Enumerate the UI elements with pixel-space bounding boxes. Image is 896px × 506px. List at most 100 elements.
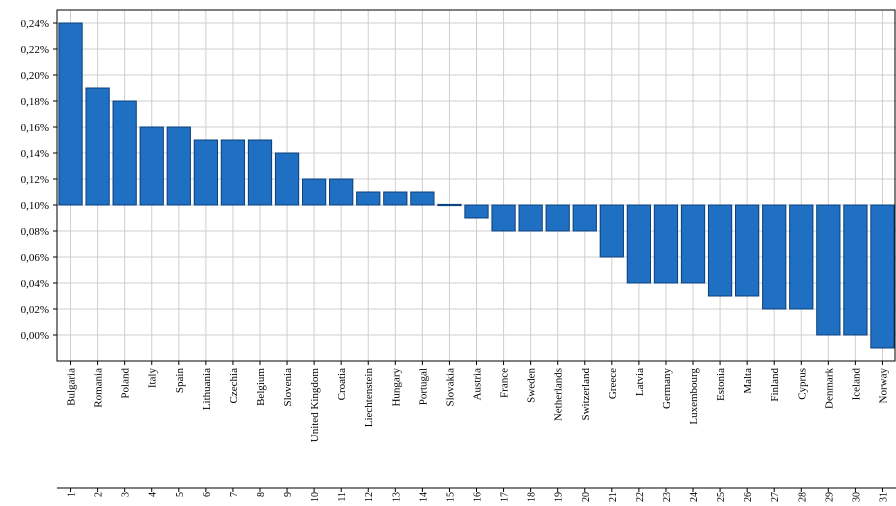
- x-category-label: Italy: [147, 368, 159, 389]
- x-number-label: 28: [797, 492, 808, 502]
- bar-italy: [139, 126, 164, 206]
- x-number-label: 22: [635, 492, 646, 502]
- x-number-label: 19: [554, 492, 565, 502]
- x-category-label: Czechia: [228, 368, 240, 404]
- x-number-label: 23: [662, 492, 673, 502]
- x-number-label: 31: [878, 492, 889, 502]
- x-category-label: Latvia: [634, 368, 646, 396]
- bar-czechia: [220, 139, 246, 206]
- bar-luxembourg: [680, 204, 706, 284]
- x-number-labels: 1 2 3 4 5 6 7 8 9 10 11 12 13 14 15 16 17 18 19 20 21 22 23 24 2…: [67, 492, 890, 502]
- bar-denmark: [816, 204, 841, 336]
- x-category-label: Croatia: [336, 368, 348, 400]
- x-number-label: 5: [175, 492, 186, 497]
- x-number-label: 21: [608, 492, 619, 502]
- bar-germany: [653, 204, 679, 284]
- x-category-label: Portugal: [417, 368, 429, 405]
- x-number-label: 12: [364, 492, 375, 502]
- y-tick-label: 0,24%: [21, 18, 49, 30]
- x-number-label: 24: [689, 492, 700, 502]
- bar-greece: [599, 204, 624, 258]
- y-tick-label: 0,18%: [21, 96, 49, 108]
- bar-bulgaria: [58, 22, 83, 206]
- x-number-label: 11: [337, 492, 348, 502]
- bar-sweden: [518, 204, 543, 232]
- plot-frame: [56, 9, 896, 362]
- bar-cyprus: [789, 204, 814, 310]
- y-tick-label: 0,16%: [21, 122, 49, 134]
- x-number-label: 7: [229, 492, 240, 497]
- x-number-label: 26: [743, 492, 754, 502]
- x-number-label: 3: [121, 492, 132, 497]
- bar-slovakia: [437, 203, 462, 207]
- x-category-label: Spain: [174, 368, 186, 394]
- x-category-label: Germany: [661, 368, 673, 409]
- x-category-label: United Kingdom: [309, 368, 321, 443]
- y-tick-label: 0,22%: [21, 44, 49, 56]
- x-category-label: Slovenia: [282, 368, 294, 407]
- x-number-label: 18: [527, 492, 538, 502]
- x-category-label: Romania: [93, 368, 105, 408]
- x-number-label: 14: [418, 492, 429, 502]
- x-category-label: Sweden: [526, 368, 538, 403]
- x-number-label: 4: [148, 492, 159, 497]
- bar-malta: [735, 204, 760, 297]
- x-number-label: 30: [851, 492, 862, 502]
- bar-united-kingdom: [301, 178, 327, 206]
- x-number-label: 29: [824, 492, 835, 502]
- axes: [53, 9, 896, 492]
- bar-slovenia: [274, 152, 300, 206]
- bar-poland: [112, 100, 137, 206]
- bar-portugal: [410, 191, 435, 206]
- x-number-label: 1: [67, 492, 78, 497]
- y-tick-label: 0,06%: [21, 252, 49, 264]
- x-category-label: Netherlands: [553, 368, 565, 421]
- x-category-label: Austria: [472, 368, 484, 401]
- x-category-label: Liechtenstein: [363, 368, 375, 428]
- x-category-label: Greece: [607, 368, 619, 399]
- x-number-label: 9: [283, 492, 294, 497]
- x-number-label: 17: [500, 492, 511, 502]
- x-category-labels: Bulgaria Romania Poland Italy Spain Lithuania…: [66, 368, 890, 443]
- y-tick-label: 0,10%: [21, 200, 49, 212]
- bar-netherlands: [545, 204, 570, 232]
- y-tick-label: 0,00%: [21, 330, 49, 342]
- x-category-label: Bulgaria: [66, 368, 78, 406]
- x-number-label: 8: [256, 492, 267, 497]
- y-tick-labels: 0,00% 0,02% 0,04% 0,06% 0,08% 0,10% 0,12% 0,14%…: [21, 18, 49, 342]
- x-category-label: Malta: [742, 368, 754, 394]
- bar-estonia: [707, 204, 733, 297]
- bar-croatia: [329, 178, 354, 206]
- bar-belgium: [247, 139, 273, 206]
- bar-switzerland: [572, 204, 597, 232]
- bars: [58, 22, 895, 349]
- x-number-label: 20: [581, 492, 592, 502]
- x-category-label: Slovakia: [444, 368, 456, 407]
- y-tick-label: 0,20%: [21, 70, 49, 82]
- y-tick-label: 0,12%: [21, 174, 49, 186]
- bar-spain: [166, 126, 191, 206]
- x-number-label: 2: [94, 492, 105, 497]
- x-number-label: 10: [310, 492, 321, 502]
- y-tick-label: 0,04%: [21, 278, 49, 290]
- x-number-label: 13: [391, 492, 402, 502]
- x-category-label: Iceland: [850, 368, 862, 401]
- bar-iceland: [843, 204, 868, 336]
- y-tick-label: 0,14%: [21, 148, 49, 160]
- x-category-label: Hungary: [390, 368, 402, 407]
- x-number-label: 27: [770, 492, 781, 502]
- x-number-label: 6: [202, 492, 213, 497]
- y-tick-label: 0,08%: [21, 226, 49, 238]
- x-category-label: Cyprus: [796, 368, 808, 400]
- bar-lithuania: [193, 139, 218, 206]
- x-category-label: Finland: [769, 368, 781, 402]
- x-number-label: 25: [716, 492, 727, 502]
- bar-hungary: [383, 191, 408, 206]
- bar-liechtenstein: [356, 191, 381, 206]
- x-category-label: Poland: [120, 368, 132, 399]
- x-category-label: France: [499, 368, 511, 398]
- x-category-label: Denmark: [823, 368, 835, 409]
- bar-norway: [870, 204, 895, 349]
- y-tick-label: 0,02%: [21, 304, 49, 316]
